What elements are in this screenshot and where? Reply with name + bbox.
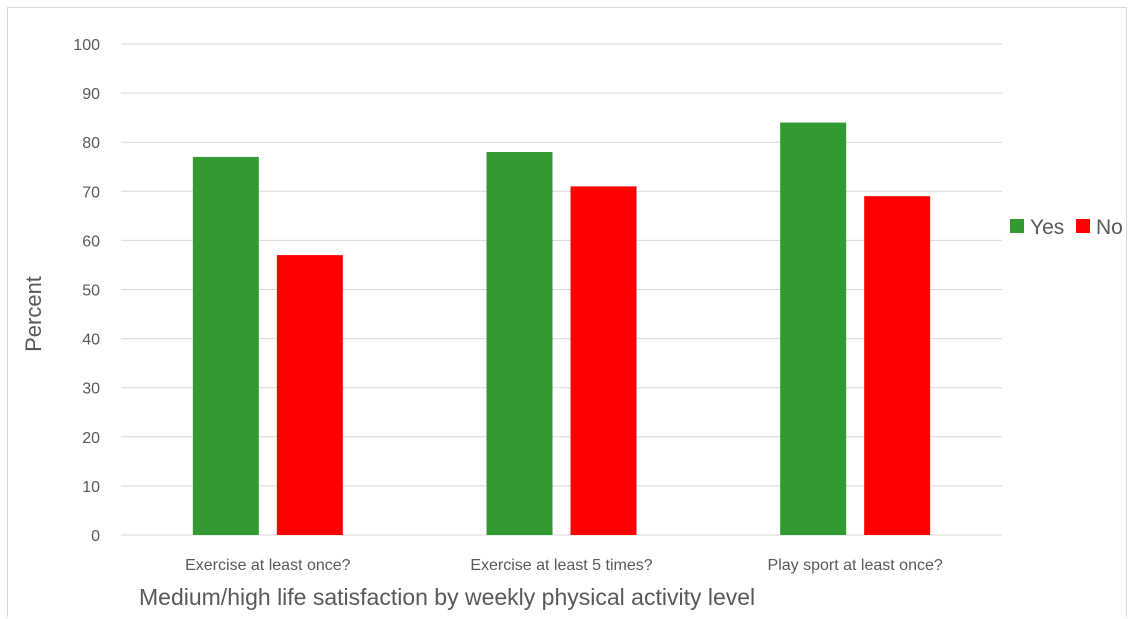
y-tick-label: 100 bbox=[73, 37, 100, 54]
y-tick-label: 90 bbox=[82, 86, 100, 103]
y-tick-label: 0 bbox=[91, 528, 100, 545]
x-category-label: Exercise at least once? bbox=[185, 557, 351, 574]
x-category-label: Exercise at least 5 times? bbox=[470, 557, 652, 574]
y-tick-label: 30 bbox=[82, 381, 100, 398]
x-category-label: Play sport at least once? bbox=[768, 557, 943, 574]
y-tick-label: 50 bbox=[82, 283, 100, 300]
x-axis-label: Medium/high life satisfaction by weekly … bbox=[139, 584, 755, 610]
bar-yes-1 bbox=[192, 156, 259, 535]
y-tick-label: 70 bbox=[82, 184, 100, 201]
y-axis-ticks: 0 10 20 30 40 50 60 70 80 90 100 bbox=[73, 37, 100, 545]
bar-no-2 bbox=[570, 186, 637, 535]
y-tick-label: 80 bbox=[82, 135, 100, 152]
bars bbox=[192, 122, 931, 535]
y-tick-label: 20 bbox=[82, 430, 100, 447]
bar-yes-3 bbox=[780, 122, 847, 535]
chart-frame bbox=[7, 7, 1127, 617]
y-tick-label: 40 bbox=[82, 332, 100, 349]
legend: Yes No bbox=[1010, 216, 1123, 239]
gridlines bbox=[121, 43, 1002, 536]
y-tick-label: 60 bbox=[82, 233, 100, 250]
legend-label-no: No bbox=[1096, 216, 1123, 239]
y-tick-label: 10 bbox=[82, 479, 100, 496]
bar-no-1 bbox=[276, 255, 343, 535]
x-axis-categories: Exercise at least once? Exercise at least… bbox=[185, 557, 943, 574]
bar-yes-2 bbox=[486, 152, 553, 535]
y-axis-label: Percent bbox=[21, 276, 46, 352]
legend-swatch-no bbox=[1076, 219, 1090, 233]
bar-no-3 bbox=[864, 196, 931, 535]
legend-swatch-yes bbox=[1010, 219, 1024, 233]
legend-label-yes: Yes bbox=[1030, 216, 1064, 239]
